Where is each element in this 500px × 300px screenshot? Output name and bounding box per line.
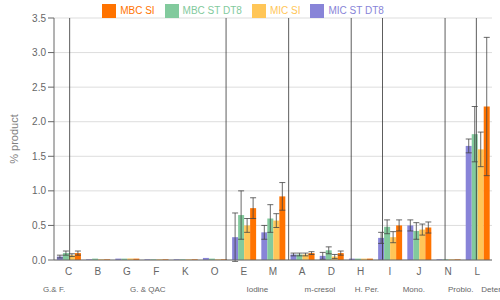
html-text:MIC ST DT8: MIC ST DT8 <box>328 4 384 16</box>
svg-text:N: N <box>445 266 452 277</box>
svg-text:I: I <box>388 266 391 277</box>
html-text:MBC SI: MBC SI <box>120 4 155 16</box>
svg-text:A: A <box>299 266 306 277</box>
html-text:MIC SI: MIC SI <box>269 4 301 16</box>
svg-text:M: M <box>269 266 277 277</box>
html-text:MBC ST DT8: MBC ST DT8 <box>182 4 242 16</box>
svg-text:K: K <box>182 266 189 277</box>
svg-text:3.0: 3.0 <box>32 47 46 58</box>
svg-text:G. & QAC: G. & QAC <box>130 285 166 294</box>
svg-text:0.0: 0.0 <box>32 255 46 266</box>
svg-text:m-cresol: m-cresol <box>305 285 336 294</box>
svg-text:L: L <box>475 266 481 277</box>
svg-text:2.5: 2.5 <box>32 82 46 93</box>
svg-text:E: E <box>240 266 247 277</box>
svg-text:B: B <box>94 266 101 277</box>
svg-text:Deter.: Deter. <box>481 285 500 294</box>
svg-text:G.& F.: G.& F. <box>43 285 65 294</box>
svg-text:H. Per.: H. Per. <box>355 285 379 294</box>
svg-text:% product: % product <box>8 114 20 164</box>
svg-text:Mono.: Mono. <box>403 285 425 294</box>
svg-text:G: G <box>123 266 131 277</box>
svg-text:1.5: 1.5 <box>32 151 46 162</box>
svg-text:H: H <box>357 266 364 277</box>
svg-text:Probio.: Probio. <box>448 285 473 294</box>
svg-text:0.5: 0.5 <box>32 220 46 231</box>
svg-text:O: O <box>211 266 219 277</box>
svg-text:J: J <box>417 266 422 277</box>
svg-text:3.5: 3.5 <box>32 13 46 24</box>
svg-text:C: C <box>65 266 72 277</box>
svg-text:Iodine: Iodine <box>246 285 268 294</box>
svg-text:1.0: 1.0 <box>32 185 46 196</box>
svg-text:2.0: 2.0 <box>32 116 46 127</box>
svg-text:F: F <box>153 266 159 277</box>
svg-text:D: D <box>328 266 335 277</box>
